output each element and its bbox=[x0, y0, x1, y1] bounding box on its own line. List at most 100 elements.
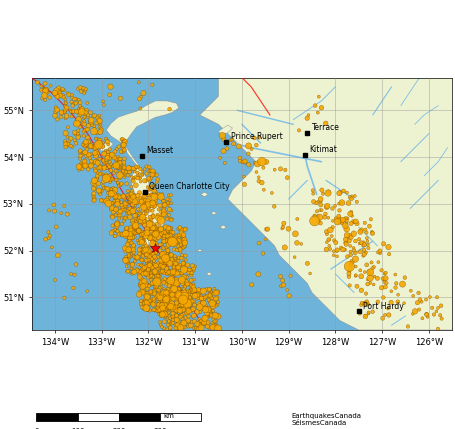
Point bbox=[157, 273, 164, 280]
Point bbox=[108, 199, 116, 206]
Point bbox=[190, 325, 197, 332]
Point bbox=[140, 300, 147, 307]
Point bbox=[136, 175, 143, 182]
Point bbox=[157, 290, 164, 297]
Point bbox=[184, 262, 191, 269]
Point bbox=[173, 281, 180, 288]
Point bbox=[280, 220, 288, 227]
Point bbox=[317, 202, 324, 208]
Point bbox=[130, 165, 137, 172]
Point bbox=[344, 253, 351, 260]
Point bbox=[160, 204, 167, 211]
Point bbox=[185, 269, 192, 276]
Point bbox=[165, 247, 172, 254]
Point bbox=[47, 82, 54, 89]
Point bbox=[141, 166, 148, 172]
Point bbox=[162, 230, 169, 237]
Point bbox=[176, 224, 183, 231]
Point bbox=[54, 93, 61, 100]
Point bbox=[187, 286, 195, 293]
Point bbox=[87, 142, 94, 149]
Point bbox=[416, 296, 424, 303]
Point bbox=[304, 260, 311, 267]
Point bbox=[151, 246, 158, 253]
Point bbox=[189, 288, 197, 295]
Point bbox=[120, 164, 127, 171]
Point bbox=[100, 98, 107, 105]
Point bbox=[150, 307, 157, 314]
Point bbox=[147, 233, 155, 240]
Point bbox=[153, 286, 160, 293]
Point bbox=[137, 268, 144, 275]
Point bbox=[118, 148, 126, 155]
Point bbox=[360, 300, 368, 307]
Point bbox=[158, 269, 165, 276]
Point bbox=[86, 140, 93, 147]
Point bbox=[207, 308, 214, 315]
Point bbox=[115, 183, 122, 190]
Point bbox=[142, 251, 150, 258]
Point bbox=[347, 251, 354, 258]
Point bbox=[149, 199, 157, 206]
Point bbox=[92, 135, 100, 142]
Point bbox=[141, 222, 148, 229]
Point bbox=[112, 211, 120, 218]
Point bbox=[327, 227, 334, 233]
Point bbox=[136, 281, 143, 288]
Point bbox=[293, 239, 301, 246]
Point bbox=[55, 85, 62, 91]
Point bbox=[173, 276, 181, 283]
Point bbox=[185, 304, 192, 311]
Point bbox=[148, 272, 155, 279]
Point bbox=[145, 204, 152, 211]
Point bbox=[147, 289, 154, 296]
Point bbox=[166, 206, 173, 213]
Point bbox=[172, 260, 179, 267]
Point bbox=[167, 229, 174, 236]
Point bbox=[142, 207, 149, 214]
Point bbox=[100, 102, 107, 109]
Point bbox=[185, 288, 192, 295]
Point bbox=[139, 283, 147, 290]
Point bbox=[177, 291, 184, 298]
Point bbox=[116, 164, 123, 171]
Point bbox=[175, 286, 182, 293]
Point bbox=[184, 302, 192, 309]
Point bbox=[168, 279, 175, 286]
Point bbox=[129, 201, 136, 208]
Point bbox=[392, 271, 399, 278]
Point bbox=[164, 202, 172, 209]
Point bbox=[186, 299, 193, 306]
Point bbox=[358, 226, 365, 233]
Point bbox=[173, 295, 180, 302]
Point bbox=[134, 172, 142, 179]
Point bbox=[109, 214, 116, 221]
Point bbox=[134, 237, 141, 244]
Point bbox=[182, 226, 189, 233]
Point bbox=[165, 224, 172, 231]
Point bbox=[91, 153, 98, 160]
Point bbox=[379, 275, 386, 282]
Point bbox=[74, 119, 81, 126]
Polygon shape bbox=[220, 225, 227, 229]
Point bbox=[140, 231, 147, 238]
Point bbox=[163, 244, 170, 251]
Point bbox=[141, 230, 148, 236]
Point bbox=[363, 299, 370, 305]
Point bbox=[120, 193, 127, 199]
Point bbox=[122, 254, 129, 260]
Point bbox=[126, 237, 133, 244]
Point bbox=[157, 298, 164, 305]
Point bbox=[206, 298, 213, 305]
Point bbox=[142, 243, 150, 250]
Point bbox=[120, 192, 127, 199]
Point bbox=[419, 315, 426, 322]
Point bbox=[118, 230, 126, 237]
Point bbox=[46, 94, 53, 101]
Point bbox=[325, 188, 332, 195]
Point bbox=[72, 100, 80, 107]
Point bbox=[138, 257, 146, 264]
Point bbox=[57, 92, 65, 99]
Point bbox=[57, 114, 65, 121]
Point bbox=[131, 230, 138, 236]
